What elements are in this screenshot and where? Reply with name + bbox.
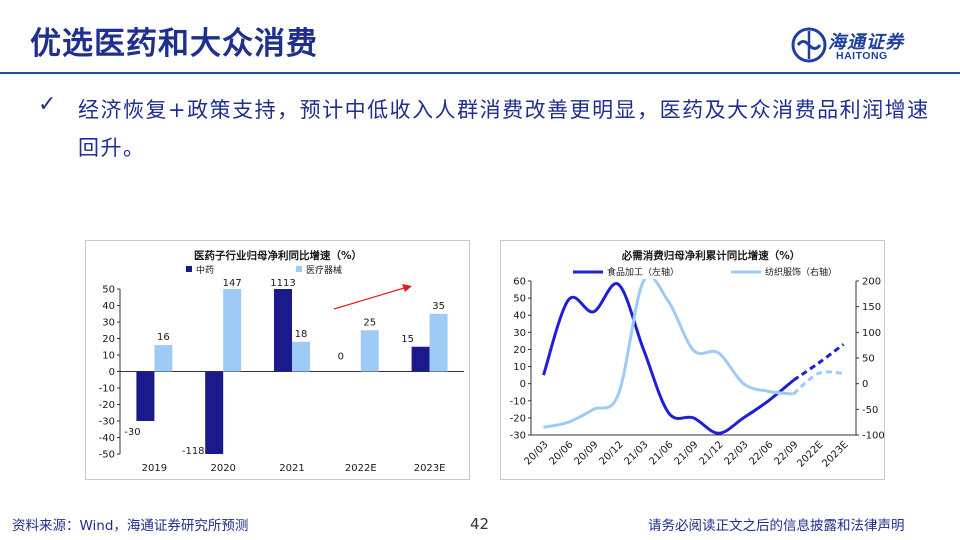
y-tick-label-right: 50	[862, 354, 875, 365]
bar	[429, 313, 448, 372]
x-tick-label: 21/06	[647, 439, 675, 467]
x-tick-label: 2023E	[414, 463, 446, 474]
y-tick-label: 30	[102, 318, 115, 329]
x-tick-label: 20/03	[522, 439, 550, 467]
x-tick-label: 2020	[210, 463, 235, 474]
data-label: 16	[157, 332, 170, 343]
y-tick-label: 0	[109, 367, 115, 378]
x-tick-label: 21/09	[672, 439, 700, 467]
legend-label: 中药	[196, 264, 214, 276]
bar	[411, 346, 430, 372]
x-tick-label: 20/06	[547, 439, 575, 467]
source-note: 资料来源：Wind，海通证券研究所预测	[12, 518, 249, 534]
logo-emblem-icon	[791, 27, 827, 63]
y-tick-label-left: -20	[510, 413, 526, 424]
series-forecast-line	[792, 343, 845, 382]
x-tick-label: 21/03	[622, 439, 650, 467]
y-tick-label: -20	[99, 400, 115, 411]
x-tick-label: 2023E	[820, 439, 850, 469]
bullet-point: 经济恢复+政策支持，预计中低收入人群消费改善更明显，医药及大众消费品利润增速回升…	[38, 91, 938, 167]
bar	[292, 341, 310, 372]
legend-swatch	[296, 266, 302, 272]
y-tick-label-right: 150	[862, 302, 881, 313]
chart-title: 医药子行业归母净利同比增速（%）	[194, 249, 362, 262]
y-tick-label-right: 100	[862, 328, 881, 339]
pharma-bar-chart-svg: 医药子行业归母净利同比增速（%） 中药 医疗器械 50 40 30 20 10 0 -10 -20 -…	[99, 249, 464, 474]
y-tick-label-right: 0	[862, 379, 868, 390]
haitong-logo: 海通证券 HAITONG	[790, 26, 930, 66]
x-tick-label: 2019	[142, 463, 167, 474]
data-label: 35	[432, 301, 445, 312]
legend-swatch	[186, 266, 192, 272]
bar	[136, 371, 155, 421]
x-tick-label: 22/06	[747, 439, 775, 467]
x-tick-label: 2022E	[795, 439, 825, 469]
y-tick-label: -50	[99, 450, 115, 461]
bar	[360, 330, 379, 372]
page-title: 优选医药和大众消费	[30, 26, 318, 62]
page-number: 42	[470, 515, 490, 533]
x-tick-label: 2021	[279, 463, 304, 474]
chart-title: 必需消费归母净利累计同比增速（%）	[621, 249, 801, 262]
y-tick-label-left: 20	[513, 345, 526, 356]
bar	[223, 289, 242, 372]
data-label: 18	[295, 329, 308, 340]
x-tick-label: 22/03	[722, 439, 750, 467]
y-tick-label-left: 60	[513, 277, 526, 288]
x-tick-label: 2022E	[345, 463, 377, 474]
y-tick-label-left: 50	[513, 294, 526, 305]
y-tick-label: 50	[102, 285, 115, 296]
consumer-staples-chart: 必需消费归母净利累计同比增速（%） 食品加工（左轴） 纺织服饰（右轴） 60 50 40 3…	[500, 240, 885, 480]
y-tick-label: -30	[99, 417, 115, 428]
logo-name: 海通证券	[828, 32, 904, 53]
series-line	[543, 279, 794, 429]
x-tick-label: 20/12	[597, 439, 625, 467]
trend-arrow-line	[333, 287, 405, 310]
disclaimer: 请务必阅读正文之后的信息披露和法律声明	[648, 518, 905, 534]
y-tick-label-left: -10	[510, 396, 526, 407]
y-tick-label-left: 10	[513, 362, 526, 373]
y-tick-label-right: 200	[862, 277, 881, 288]
bar	[205, 371, 224, 454]
legend-label: 医疗器械	[306, 264, 342, 276]
legend-label: 食品加工（左轴）	[607, 266, 679, 278]
series-line	[542, 282, 795, 435]
y-tick-label-right: -100	[862, 431, 885, 442]
y-tick-label-right: -50	[862, 405, 878, 416]
data-label: -30	[124, 427, 140, 438]
data-label: 25	[363, 317, 376, 328]
x-tick-label: 21/12	[697, 439, 725, 467]
y-tick-label: 10	[102, 351, 115, 362]
series-forecast-line	[792, 370, 844, 396]
data-label: 0	[338, 352, 344, 363]
title-divider	[0, 72, 960, 74]
y-tick-label-left: 0	[520, 379, 526, 390]
checkmark-icon: ✓	[38, 92, 57, 117]
y-tick-label-left: -30	[510, 431, 526, 442]
y-tick-label: 40	[102, 301, 115, 312]
x-tick-label: 20/09	[572, 439, 600, 467]
data-label: 15	[401, 334, 414, 345]
bar	[154, 345, 173, 372]
logo-english-name: HAITONG	[836, 50, 888, 62]
y-tick-label-left: 30	[513, 328, 526, 339]
pharma-subsector-chart: 医药子行业归母净利同比增速（%） 中药 医疗器械 50 40 30 20 10 0 -10 -20 -…	[85, 240, 470, 480]
y-tick-label: -10	[99, 384, 115, 395]
bullet-text: 经济恢复+政策支持，预计中低收入人群消费改善更明显，医药及大众消费品利润增速回升…	[78, 98, 930, 160]
y-tick-label: -40	[99, 433, 115, 444]
trend-arrow-head-icon	[402, 284, 412, 292]
consumer-line-chart-svg: 必需消费归母净利累计同比增速（%） 食品加工（左轴） 纺织服饰（右轴） 60 50 40 3…	[510, 249, 885, 470]
y-tick-label: 20	[102, 334, 115, 345]
data-label: 1113	[270, 278, 295, 289]
legend-label: 纺织服饰（右轴）	[765, 266, 837, 278]
data-label: 147	[223, 278, 242, 289]
bar	[274, 289, 292, 372]
y-tick-label-left: 40	[513, 311, 526, 322]
data-label: -118	[182, 446, 205, 457]
